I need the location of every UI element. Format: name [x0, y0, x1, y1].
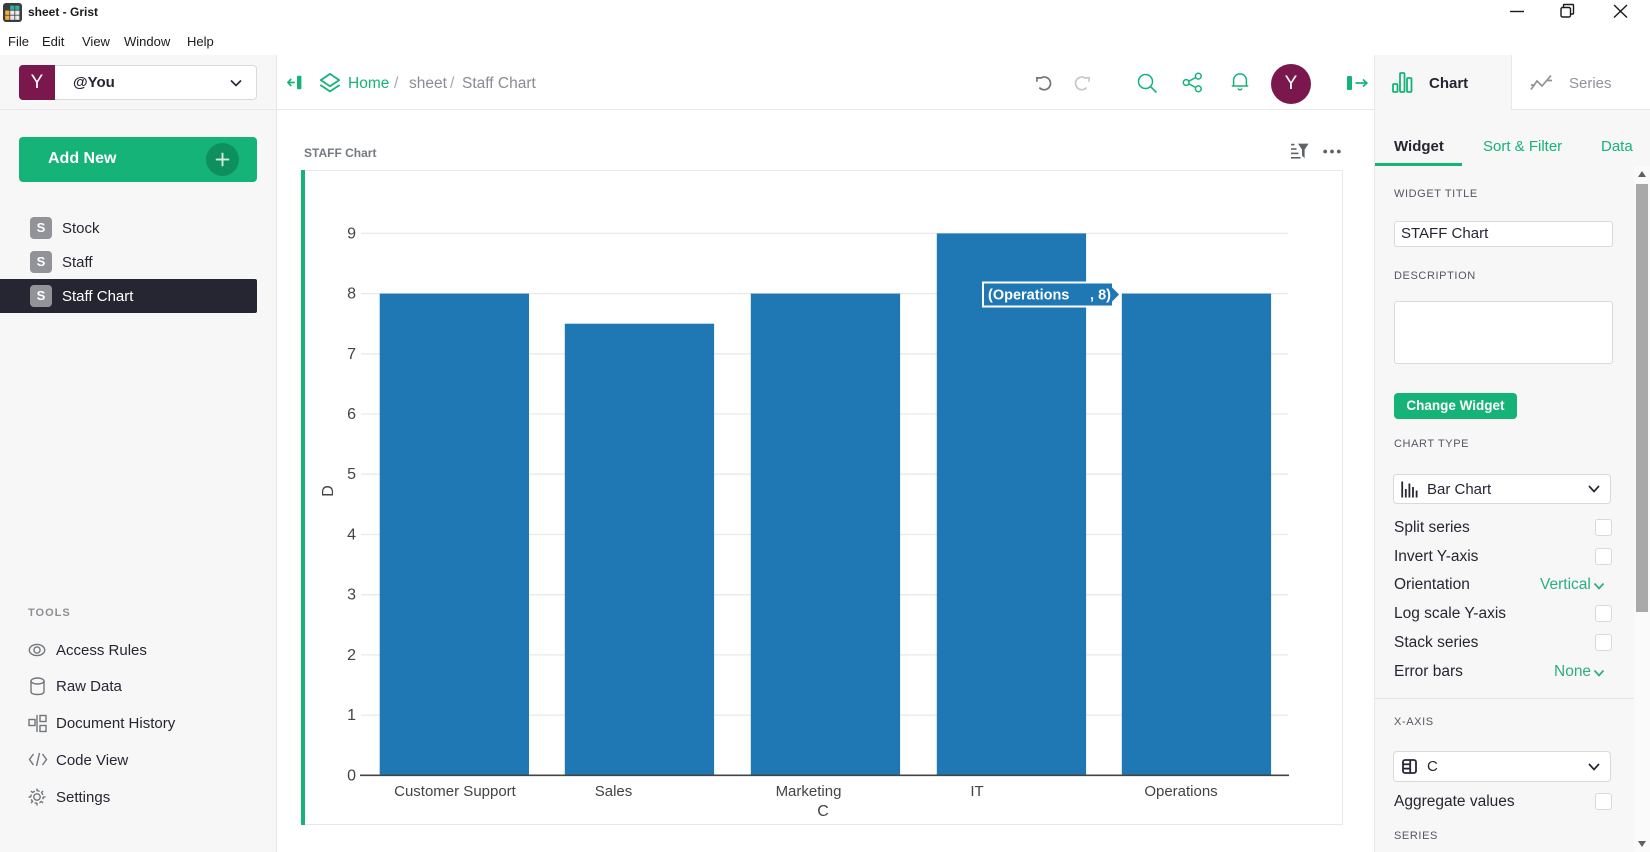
- svg-text:0: 0: [347, 767, 356, 784]
- svg-text:Marketing: Marketing: [776, 783, 842, 800]
- svg-text:6: 6: [347, 406, 356, 423]
- svg-text:C: C: [817, 803, 829, 820]
- svg-text:, 8): , 8): [1090, 288, 1111, 304]
- svg-text:Sales: Sales: [595, 783, 633, 800]
- svg-text:Customer Support: Customer Support: [394, 783, 517, 800]
- svg-text:2: 2: [347, 647, 356, 664]
- svg-text:D: D: [320, 485, 337, 497]
- svg-text:8: 8: [347, 286, 356, 303]
- svg-text:(Operations: (Operations: [988, 288, 1069, 304]
- svg-text:3: 3: [347, 587, 356, 604]
- svg-text:9: 9: [347, 225, 356, 242]
- svg-text:5: 5: [347, 466, 356, 483]
- svg-text:4: 4: [347, 527, 356, 544]
- svg-text:IT: IT: [970, 783, 983, 800]
- svg-text:7: 7: [347, 346, 356, 363]
- svg-text:Operations: Operations: [1144, 783, 1217, 800]
- svg-text:1: 1: [347, 707, 356, 724]
